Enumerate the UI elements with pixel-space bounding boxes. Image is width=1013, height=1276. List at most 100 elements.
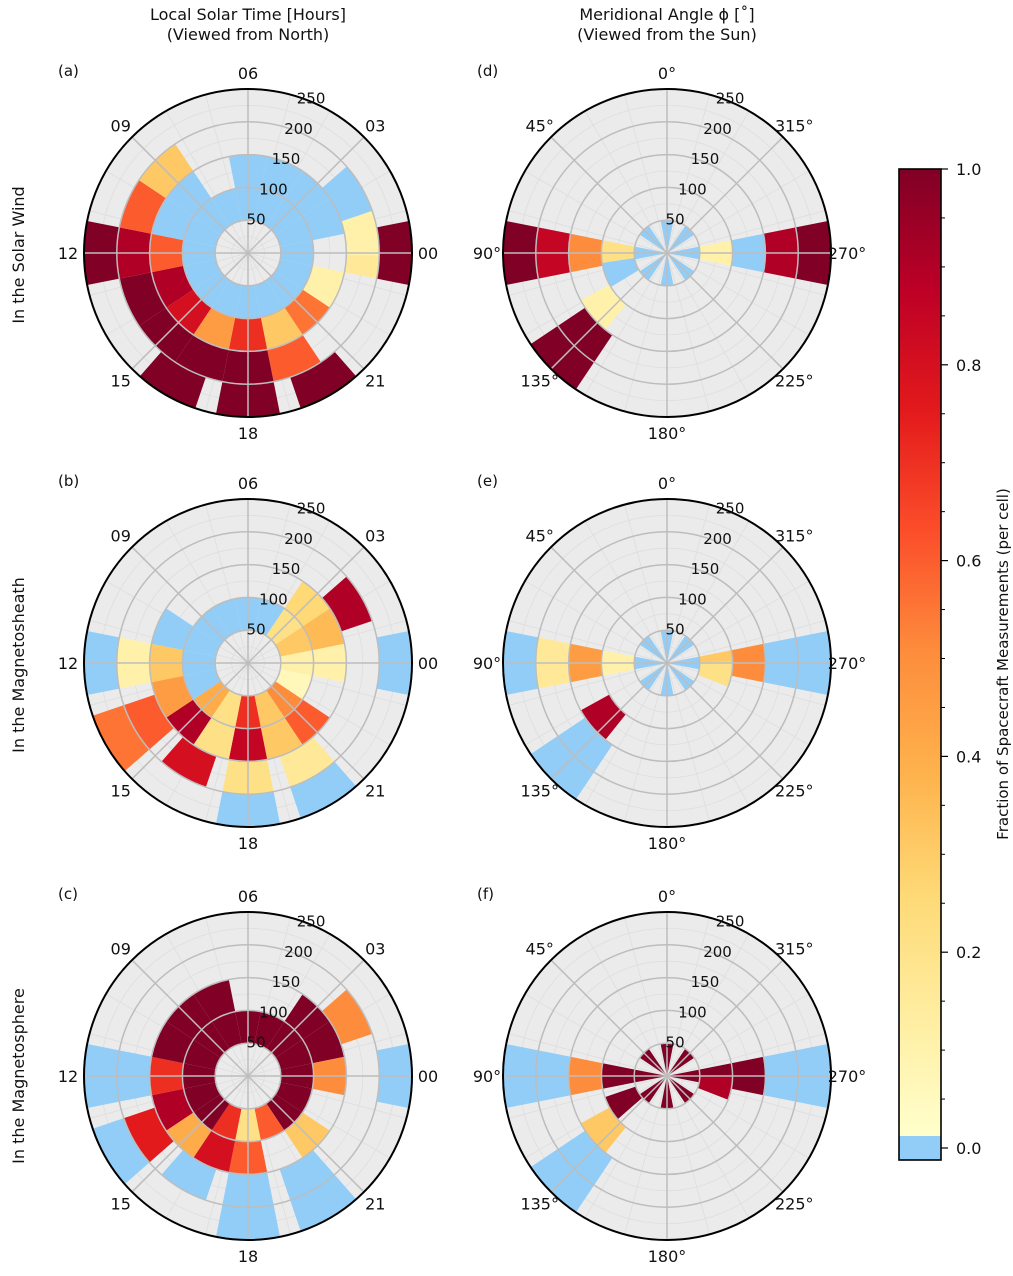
major-radial-gridline xyxy=(550,959,668,1077)
ring-gridline xyxy=(148,563,348,763)
angle-tick-label: 180° xyxy=(648,1247,687,1266)
radial-tick-label: 100 xyxy=(259,1003,288,1021)
column-title-right-line1: Meridional Angle ϕ [˚] xyxy=(579,5,754,24)
ring-gridline xyxy=(181,186,315,320)
heatmap-cell xyxy=(151,675,194,718)
major-radial-gridline xyxy=(666,252,784,370)
radial-tick-label: 100 xyxy=(259,590,288,608)
major-radial-gridline xyxy=(247,252,365,370)
radial-tick-label: 150 xyxy=(691,150,720,168)
column-title-left-line1: Local Solar Time [Hours] xyxy=(150,5,346,24)
major-radial-gridline xyxy=(247,546,365,664)
polar-panel-a: 50 100 150 200 250 06 03 00 21 18 15 12 09 (a) xyxy=(58,62,438,443)
radial-tick-label: 200 xyxy=(284,943,313,961)
angle-tick-label: 09 xyxy=(111,527,131,546)
ring-gridline xyxy=(535,531,799,795)
ring-gridline xyxy=(600,1009,734,1143)
major-radial-gridline xyxy=(247,662,365,780)
heatmap-cell xyxy=(123,694,175,750)
heatmap-cell xyxy=(321,989,373,1045)
heatmap-cell xyxy=(260,717,303,760)
radial-tick-label: 200 xyxy=(703,530,732,548)
ring-gridline xyxy=(535,944,799,1208)
radial-tick-label: 200 xyxy=(284,120,313,138)
heatmap-cell xyxy=(275,626,313,657)
heatmap-cell xyxy=(254,280,285,318)
heatmap-cell xyxy=(279,1149,335,1201)
polar-frame xyxy=(83,88,413,418)
heatmap-cell xyxy=(193,717,236,760)
heatmap-cell xyxy=(211,598,242,636)
radial-tick-label: 100 xyxy=(678,590,707,608)
heatmap-cell xyxy=(151,198,194,241)
heatmap-cell xyxy=(139,351,206,409)
heatmap-cell xyxy=(604,1086,643,1120)
heatmap-cell xyxy=(211,188,242,226)
radial-tick-label: 200 xyxy=(703,120,732,138)
polar-panel-c: 50 100 150 200 250 06 03 00 21 18 15 12 09 (c) xyxy=(58,885,438,1266)
angle-tick-label: 12 xyxy=(58,244,78,263)
panel-letter: (a) xyxy=(58,62,79,80)
heatmap-cell xyxy=(161,736,217,788)
heatmap-cell xyxy=(183,669,221,700)
ring-gridline xyxy=(600,186,734,320)
angle-tick-label: 06 xyxy=(238,64,258,83)
radial-tick-label: 250 xyxy=(297,499,326,517)
radial-tick-label: 150 xyxy=(272,973,301,991)
heatmap-cell xyxy=(275,669,313,700)
angle-tick-label: 315° xyxy=(775,527,814,546)
heatmap-cell xyxy=(151,1088,194,1131)
heatmap-cell xyxy=(697,1074,733,1100)
panel-letter: (d) xyxy=(477,62,498,80)
angle-tick-label: 225° xyxy=(775,781,814,800)
radial-tick-label: 100 xyxy=(678,1003,707,1021)
heatmap-cell xyxy=(275,216,313,247)
angle-tick-label: 18 xyxy=(238,1247,258,1266)
angle-tick-label: 00 xyxy=(418,244,438,263)
heatmap-cell xyxy=(183,626,221,657)
heatmap-cell xyxy=(151,265,194,308)
ring-gridline xyxy=(214,629,282,697)
radial-tick-label: 50 xyxy=(247,211,266,229)
polar-panel-e: 50 100 150 200 250 0° 315° 270° 225° 180° 135° 90° 4… xyxy=(473,472,866,853)
radial-tick-label: 100 xyxy=(678,180,707,198)
major-radial-gridline xyxy=(131,252,249,370)
row-label-solar-wind: In the Solar Wind xyxy=(9,186,28,323)
heatmap-cell xyxy=(254,1011,285,1049)
heatmap-cell xyxy=(254,188,285,226)
angle-tick-label: 315° xyxy=(775,940,814,959)
heatmap-cell xyxy=(290,351,357,409)
heatmap-cell xyxy=(279,736,335,788)
heatmap-cell xyxy=(602,257,639,288)
colorbar-ticks: 1.0 0.8 0.6 0.4 0.2 0.0 xyxy=(941,160,981,1158)
major-radial-gridline xyxy=(666,959,784,1077)
radial-tick-label: 100 xyxy=(259,180,288,198)
ring-gridline xyxy=(535,121,799,385)
heatmap-cell xyxy=(183,1039,221,1070)
angle-tick-label: 0° xyxy=(658,474,676,493)
angle-tick-label: 03 xyxy=(365,940,385,959)
heatmap-cell xyxy=(580,1107,626,1153)
radial-tick-label: 150 xyxy=(272,150,301,168)
angle-tick-label: 06 xyxy=(238,887,258,906)
polar-frame xyxy=(502,911,832,1241)
radial-tick-label: 50 xyxy=(247,1034,266,1052)
heatmap-cell xyxy=(193,1130,236,1173)
angle-tick-label: 135° xyxy=(520,1194,559,1213)
colorbar-zero-band xyxy=(899,1136,941,1160)
radial-tick-label: 50 xyxy=(666,621,685,639)
angle-tick-label: 09 xyxy=(111,940,131,959)
major-radial-gridline xyxy=(666,136,784,254)
panel-letter: (e) xyxy=(477,472,498,490)
major-radial-gridline xyxy=(247,1075,365,1193)
heatmap-cell xyxy=(302,1021,345,1064)
major-radial-gridline xyxy=(550,662,668,780)
heatmap-cell xyxy=(183,216,221,247)
major-radial-gridline xyxy=(131,1075,249,1193)
angle-tick-label: 15 xyxy=(111,781,131,800)
angle-tick-label: 00 xyxy=(418,654,438,673)
panel-letter: (c) xyxy=(58,885,78,903)
angle-tick-label: 270° xyxy=(828,654,867,673)
angle-tick-label: 225° xyxy=(775,371,814,390)
radial-tick-label: 250 xyxy=(716,89,745,107)
